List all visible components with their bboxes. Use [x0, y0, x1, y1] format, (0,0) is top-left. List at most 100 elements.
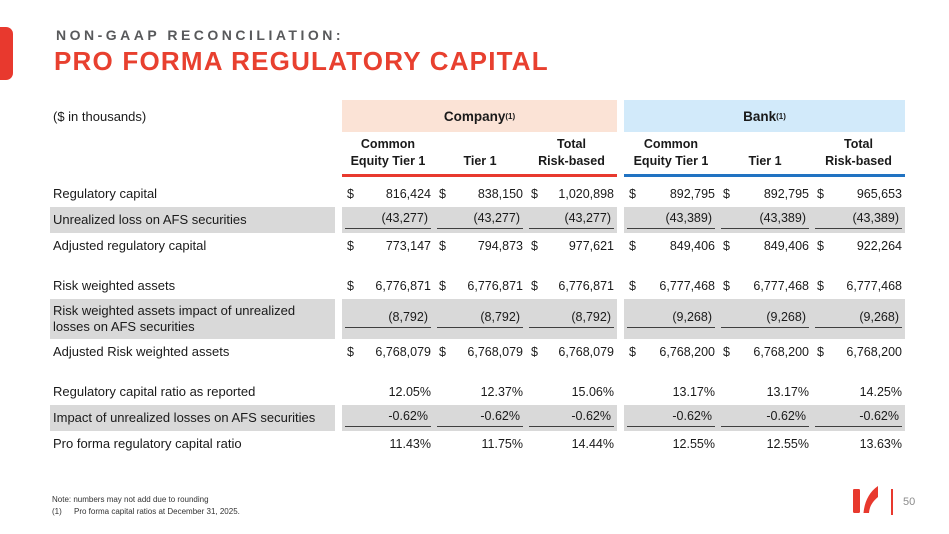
value-cell: $6,768,079 — [347, 345, 431, 359]
col-header-bank-tier1: Tier 1 — [748, 154, 782, 169]
value-cell: $965,653 — [817, 187, 902, 201]
value-cell: $816,424 — [347, 187, 431, 201]
regulatory-capital-table: ($ in thousands) Company (1) Bank (1) Comm… — [50, 100, 905, 457]
table-row-regulatory-capital: Regulatory capital $816,424 $838,150 $1,… — [50, 181, 905, 207]
table-row-rwa-impact: Risk weighted assets impact of unrealize… — [50, 299, 905, 339]
table-row-pro-forma-ratio: Pro forma regulatory capital ratio 11.43… — [50, 431, 905, 457]
footnotes: Note: numbers may not add due to roundin… — [52, 494, 240, 519]
value-cell: -0.62% — [434, 405, 526, 431]
value-cell: (43,277) — [342, 207, 434, 233]
value-cell: $6,768,200 — [723, 345, 809, 359]
value-cell: $6,768,200 — [817, 345, 902, 359]
value-cell: -0.62% — [526, 405, 617, 431]
value-cell: $838,150 — [439, 187, 523, 201]
value-cell: $849,406 — [629, 239, 715, 253]
value-cell: $922,264 — [817, 239, 902, 253]
unit-label: ($ in thousands) — [53, 108, 147, 124]
value-cell: $1,020,898 — [531, 187, 614, 201]
table-row-impact-ratio: Impact of unrealized losses on AFS secur… — [50, 405, 905, 431]
bank-header-rule — [624, 174, 905, 177]
value-cell: -0.62% — [342, 405, 434, 431]
footer: 50 — [851, 483, 919, 520]
value-cell: $892,795 — [723, 187, 809, 201]
value-cell: $794,873 — [439, 239, 523, 253]
value-cell: (43,389) — [624, 207, 718, 233]
value-cell: $977,621 — [531, 239, 614, 253]
company-header-rule — [342, 174, 617, 177]
row-label: Adjusted Risk weighted assets — [53, 343, 230, 359]
row-label: Risk weighted assets — [53, 277, 176, 293]
value-cell: 12.55% — [766, 437, 809, 451]
value-cell: 14.25% — [859, 385, 902, 399]
value-cell: $6,768,200 — [629, 345, 715, 359]
value-cell: 13.17% — [766, 385, 809, 399]
value-cell: (43,389) — [718, 207, 812, 233]
row-label: Impact of unrealized losses on AFS secur… — [50, 405, 335, 431]
page-number: 50 — [903, 495, 916, 508]
value-cell: 12.55% — [672, 437, 715, 451]
value-cell: (8,792) — [434, 299, 526, 339]
value-cell: -0.62% — [812, 405, 905, 431]
row-label: Unrealized loss on AFS securities — [50, 207, 335, 233]
col-header-bank-total: Total Risk-based — [825, 137, 892, 169]
value-cell: $6,776,871 — [347, 279, 431, 293]
table-section-gap — [50, 259, 905, 273]
row-label: Regulatory capital ratio as reported — [53, 383, 256, 399]
value-cell: $6,768,079 — [439, 345, 523, 359]
value-cell: $6,776,871 — [531, 279, 614, 293]
value-cell: (9,268) — [624, 299, 718, 339]
table-row-adjusted-rwa: Adjusted Risk weighted assets $6,768,079… — [50, 339, 905, 365]
table-row-unrealized-loss: Unrealized loss on AFS securities (43,27… — [50, 207, 905, 233]
corner-accent-bar — [0, 27, 13, 80]
bank-group-header: Bank (1) — [624, 100, 905, 132]
value-cell: -0.62% — [624, 405, 718, 431]
footnote-1: (1) Pro forma capital ratios at December … — [52, 507, 240, 517]
value-cell: (43,277) — [526, 207, 617, 233]
page-title: PRO FORMA REGULATORY CAPITAL — [54, 46, 549, 76]
value-cell: 13.17% — [672, 385, 715, 399]
header-rule-row — [50, 174, 905, 177]
row-label: Risk weighted assets impact of unrealize… — [50, 299, 335, 339]
value-cell: (9,268) — [812, 299, 905, 339]
value-cell: (43,277) — [434, 207, 526, 233]
footer-divider — [891, 488, 893, 515]
table-row-capital-ratio-reported: Regulatory capital ratio as reported 12.… — [50, 379, 905, 405]
value-cell: (8,792) — [526, 299, 617, 339]
value-cell: $773,147 — [347, 239, 431, 253]
col-header-company-cet1: Common Equity Tier 1 — [350, 137, 426, 169]
col-header-company-tier1: Tier 1 — [463, 154, 497, 169]
row-label: Pro forma regulatory capital ratio — [53, 435, 242, 451]
col-header-company-total: Total Risk-based — [538, 137, 605, 169]
value-cell: $6,776,871 — [439, 279, 523, 293]
value-cell: $6,777,468 — [817, 279, 902, 293]
value-cell: 12.05% — [388, 385, 431, 399]
column-header-row: Common Equity Tier 1 Tier 1 Total Risk-b… — [50, 132, 905, 174]
group-band-row: ($ in thousands) Company (1) Bank (1) — [50, 100, 905, 132]
value-cell: $849,406 — [723, 239, 809, 253]
value-cell: $6,768,079 — [531, 345, 614, 359]
value-cell: 12.37% — [480, 385, 523, 399]
value-cell: 11.75% — [481, 437, 523, 451]
table-row-risk-weighted-assets: Risk weighted assets $6,776,871 $6,776,8… — [50, 273, 905, 299]
value-cell: 14.44% — [571, 437, 614, 451]
slide-eyebrow: NON-GAAP RECONCILIATION: — [56, 27, 345, 43]
value-cell: 13.63% — [859, 437, 902, 451]
value-cell: (8,792) — [342, 299, 434, 339]
company-group-header: Company (1) — [342, 100, 617, 132]
row-label: Regulatory capital — [53, 185, 158, 201]
value-cell: -0.62% — [718, 405, 812, 431]
table-row-adjusted-regulatory-capital: Adjusted regulatory capital $773,147 $79… — [50, 233, 905, 259]
value-cell: (9,268) — [718, 299, 812, 339]
footnote-rounding: Note: numbers may not add due to roundin… — [52, 495, 209, 504]
company-logo-icon — [851, 483, 881, 520]
col-header-bank-cet1: Common Equity Tier 1 — [633, 137, 709, 169]
value-cell: 11.43% — [389, 437, 431, 451]
value-cell: $6,777,468 — [629, 279, 715, 293]
value-cell: $6,777,468 — [723, 279, 809, 293]
table-section-gap — [50, 365, 905, 379]
value-cell: (43,389) — [812, 207, 905, 233]
value-cell: 15.06% — [571, 385, 614, 399]
table-body: Regulatory capital $816,424 $838,150 $1,… — [50, 181, 905, 457]
row-label: Adjusted regulatory capital — [53, 237, 207, 253]
